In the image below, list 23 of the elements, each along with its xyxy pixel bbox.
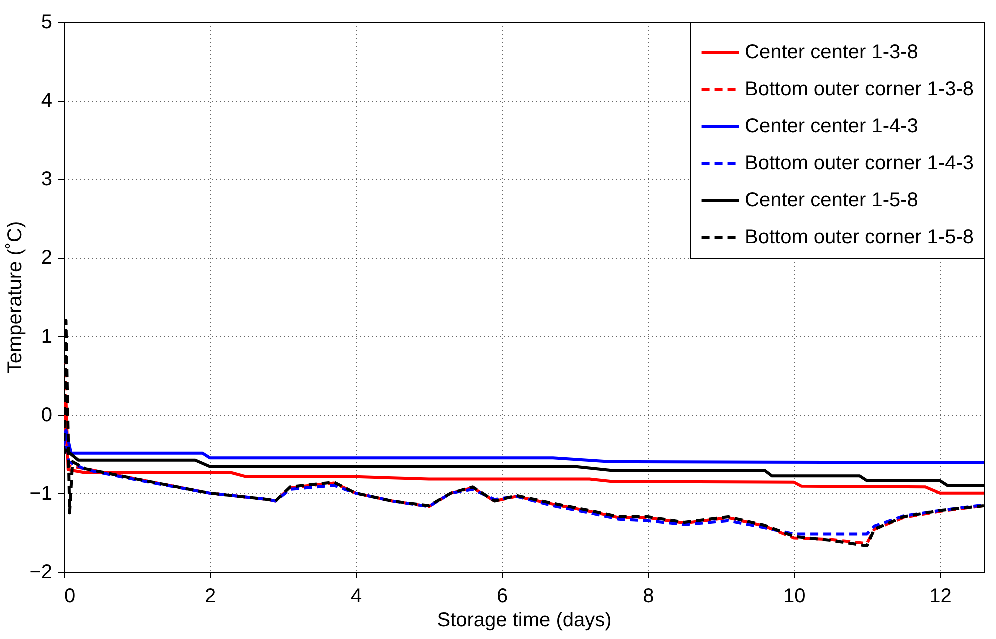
legend-label: Center center 1-3-8	[745, 42, 918, 64]
y-tick-label: −2	[30, 562, 52, 584]
y-tick-label: 1	[41, 326, 52, 348]
x-axis-title: Storage time (days)	[437, 610, 612, 632]
y-axis-title: Temperature (˚C)	[4, 221, 27, 374]
y-tick-label: 5	[41, 12, 52, 34]
y-tick-label: 3	[41, 168, 52, 191]
y-tick-label: 2	[41, 247, 52, 270]
legend-label: Bottom outer corner 1-5-8	[745, 226, 974, 248]
x-tick-label: 6	[497, 586, 508, 608]
legend-label: Bottom outer corner 1-3-8	[745, 78, 974, 100]
x-tick-label: 12	[930, 586, 952, 608]
x-tick-label: 10	[784, 586, 806, 608]
x-tick-label: 4	[351, 586, 362, 608]
x-tick-label: 0	[64, 586, 76, 608]
y-tick-label: 0	[41, 404, 52, 426]
legend-label: Bottom outer corner 1-4-3	[745, 152, 974, 174]
x-tick-label: 8	[643, 586, 654, 608]
y-tick-label: −1	[30, 482, 52, 505]
y-tick-label: 4	[41, 90, 52, 112]
legend-label: Center center 1-5-8	[745, 190, 918, 212]
x-tick-label: 2	[204, 586, 216, 608]
legend-label: Center center 1-4-3	[745, 116, 918, 138]
